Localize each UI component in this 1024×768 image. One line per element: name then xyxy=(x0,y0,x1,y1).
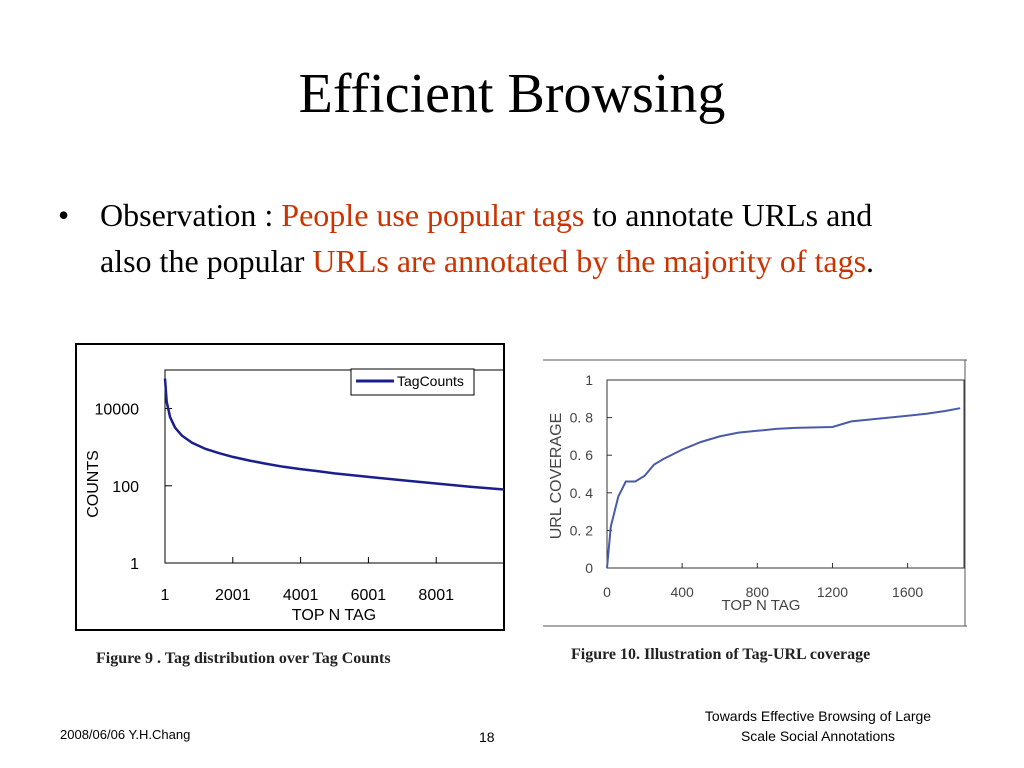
footer-paper-title: Towards Effective Browsing of Large Scal… xyxy=(668,706,968,746)
figure10-y-tick-label: 1 xyxy=(585,372,593,388)
footer-paper-title-line2: Scale Social Annotations xyxy=(740,728,896,744)
bullet-highlight-urls: URLs are annotated by the majority of ta… xyxy=(312,243,867,279)
figure9-x-axis-label: TOP N TAG xyxy=(292,607,376,624)
figure9-y-tick-label: 10000 xyxy=(95,402,140,419)
figure9-chart: 10000 100 1 1 2001 4001 6001 8001 TagCounts CO… xyxy=(75,343,505,631)
figure9-x-tick-label: 4001 xyxy=(283,587,319,604)
figure9-y-axis-label: COUNTS xyxy=(85,450,102,518)
figure9-y-tick-label: 1 xyxy=(130,556,139,573)
figure9-x-tick-label: 2001 xyxy=(215,587,251,604)
figure10-y-tick-label: 0. 8 xyxy=(570,410,594,426)
figure10-x-tick-label: 400 xyxy=(670,584,694,600)
figure10-y-tick-label: 0. 4 xyxy=(570,485,594,501)
figure9-x-tick-label: 1 xyxy=(161,587,170,604)
footer-date-author: 2008/06/06 Y.H.Chang xyxy=(60,727,191,742)
figure9-x-tick-label: 6001 xyxy=(351,587,387,604)
figure10-plot-area xyxy=(606,379,965,569)
figure10-x-axis-label: TOP N TAG xyxy=(722,597,801,614)
figure10-x-tick-label: 1600 xyxy=(892,584,923,600)
figure10-y-tick-label: 0. 6 xyxy=(570,447,594,463)
figure10-y-axis-label: URL COVERAGE xyxy=(548,413,565,540)
figure10-chart: 1 0. 8 0. 6 0. 4 0. 2 0 0 400 800 1200 1600 URL C… xyxy=(543,359,967,627)
figure10-y-tick-label: 0 xyxy=(585,560,593,576)
bullet-prefix: Observation : xyxy=(100,197,282,233)
bullet-text: Observation : People use popular tags to… xyxy=(100,192,930,284)
bullet-highlight-popular-tags: People use popular tags xyxy=(281,197,585,233)
figure10-x-tick-label: 800 xyxy=(746,584,770,600)
figure9-plot-area xyxy=(164,369,505,564)
bullet-marker: • xyxy=(58,197,70,233)
figure9-caption: Figure 9 . Tag distribution over Tag Cou… xyxy=(96,650,391,667)
slide-title: Efficient Browsing xyxy=(298,63,726,125)
figure9-x-tick-label: 8001 xyxy=(418,587,454,604)
footer-paper-title-line1: Towards Effective Browsing of Large xyxy=(704,708,932,724)
figure10-series-coverage xyxy=(606,407,961,569)
figure9-legend-label: TagCounts xyxy=(397,373,464,389)
figure10-x-tick-label: 1200 xyxy=(817,584,848,600)
page-number: 18 xyxy=(479,729,495,745)
bullet-middle: to annotate URLs and also the popular xyxy=(100,197,873,279)
figure10-caption: Figure 10. Illustration of Tag-URL cover… xyxy=(571,646,871,663)
bullet-suffix: . xyxy=(866,243,875,279)
figure10-x-tick-label: 0 xyxy=(603,584,611,600)
figure9-y-tick-label: 100 xyxy=(112,479,139,496)
figure9-series-tagcounts xyxy=(163,378,505,491)
figure10-y-tick-label: 0. 2 xyxy=(570,522,594,538)
